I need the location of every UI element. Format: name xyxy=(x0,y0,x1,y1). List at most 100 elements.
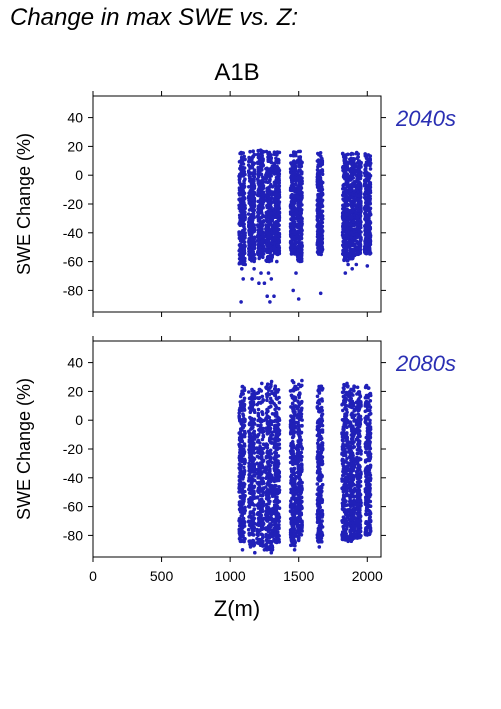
data-point xyxy=(343,271,348,275)
data-point xyxy=(250,420,255,424)
data-point xyxy=(255,391,259,396)
data-point xyxy=(266,211,271,216)
data-point xyxy=(242,166,247,170)
data-point xyxy=(268,234,273,238)
data-point xyxy=(266,195,271,199)
data-point xyxy=(243,210,247,214)
data-point xyxy=(261,433,266,438)
data-point xyxy=(277,246,282,250)
data-point xyxy=(349,214,354,218)
data-point xyxy=(247,390,251,394)
data-point xyxy=(272,152,277,157)
data-point xyxy=(256,246,261,250)
data-point xyxy=(247,472,252,477)
data-point xyxy=(247,539,251,544)
data-point xyxy=(364,186,369,191)
data-point xyxy=(272,222,277,226)
data-point xyxy=(354,262,359,267)
data-point xyxy=(296,254,301,259)
data-point xyxy=(293,182,298,187)
data-point xyxy=(239,167,243,172)
data-point xyxy=(366,190,370,195)
data-point xyxy=(265,235,269,239)
data-point xyxy=(261,525,265,530)
data-point xyxy=(237,500,242,505)
data-point xyxy=(363,181,368,185)
data-point xyxy=(266,454,271,459)
data-point xyxy=(290,504,295,509)
data-point xyxy=(251,538,255,543)
data-point xyxy=(260,198,265,202)
data-point xyxy=(251,149,255,153)
data-point xyxy=(366,176,371,181)
data-point xyxy=(320,187,324,192)
data-point xyxy=(292,407,296,411)
data-point xyxy=(275,489,280,494)
data-point xyxy=(239,471,243,475)
data-point xyxy=(238,476,243,480)
data-point xyxy=(248,149,252,154)
data-point xyxy=(267,221,271,225)
data-point xyxy=(266,271,271,275)
data-point xyxy=(269,440,273,445)
data-point xyxy=(297,476,302,481)
data-point xyxy=(242,181,246,186)
data-point xyxy=(242,432,247,437)
data-point xyxy=(359,205,363,210)
data-point xyxy=(265,432,270,436)
data-point xyxy=(241,412,245,416)
data-point xyxy=(299,194,304,198)
data-point xyxy=(268,426,273,431)
data-point xyxy=(356,223,361,227)
data-point xyxy=(248,446,253,451)
data-point xyxy=(259,163,264,168)
data-point xyxy=(247,201,252,205)
data-point xyxy=(264,445,268,449)
data-point xyxy=(264,470,268,475)
data-point xyxy=(242,457,247,462)
data-point xyxy=(316,238,320,242)
data-point xyxy=(343,204,348,208)
data-point xyxy=(264,171,269,176)
data-point xyxy=(299,170,304,175)
data-point xyxy=(269,277,274,281)
data-point xyxy=(252,197,257,201)
data-point xyxy=(347,239,352,243)
data-point xyxy=(255,481,260,485)
data-point xyxy=(269,512,274,517)
data-point xyxy=(274,193,279,198)
data-point xyxy=(289,234,293,239)
data-point xyxy=(246,527,251,532)
data-point xyxy=(350,231,354,235)
data-point xyxy=(291,244,296,249)
data-point xyxy=(255,235,260,240)
data-point xyxy=(242,499,246,504)
data-point xyxy=(356,159,361,163)
data-point xyxy=(351,248,355,253)
data-point xyxy=(298,218,303,222)
data-point xyxy=(250,388,254,393)
data-point xyxy=(258,542,263,546)
data-point xyxy=(270,433,275,437)
data-point xyxy=(260,451,265,455)
data-point xyxy=(248,545,253,549)
data-point xyxy=(277,400,282,405)
data-point xyxy=(348,169,353,174)
data-point xyxy=(350,267,355,271)
data-point xyxy=(349,222,353,227)
data-point xyxy=(292,217,296,222)
data-point xyxy=(275,259,279,264)
data-point xyxy=(259,513,264,518)
data-point xyxy=(261,179,265,184)
data-point xyxy=(277,471,281,475)
data-point xyxy=(317,249,321,253)
data-point xyxy=(344,171,348,175)
data-point xyxy=(295,194,300,198)
data-point xyxy=(239,532,243,537)
data-point xyxy=(247,438,252,442)
data-point xyxy=(258,170,262,174)
data-point xyxy=(241,190,245,194)
data-point xyxy=(266,461,270,466)
